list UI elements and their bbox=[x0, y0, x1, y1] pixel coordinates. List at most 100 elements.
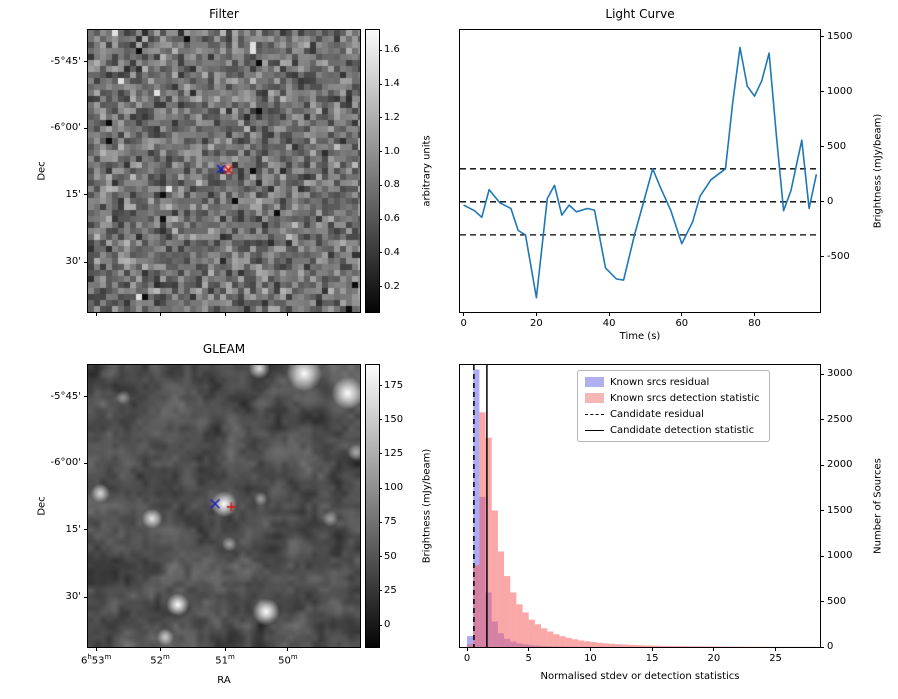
filter-ytick-label: -6°00' bbox=[50, 122, 81, 134]
filter-colorbar-tick: 0.4 bbox=[384, 246, 400, 258]
histogram-ytick-label: 1000 bbox=[827, 550, 853, 562]
tick-mark bbox=[95, 647, 97, 651]
tick-mark bbox=[820, 36, 824, 38]
gleam-ytick-label: -5°45' bbox=[50, 390, 81, 402]
gleam-xlabel: RA bbox=[217, 675, 231, 686]
lightcurve-xtick-label: 80 bbox=[748, 318, 761, 329]
tick-mark bbox=[379, 419, 382, 421]
filter-ytick-label: 30' bbox=[65, 256, 81, 268]
histogram-ytick-label: 2500 bbox=[827, 413, 853, 425]
gleam-colorbar-tick: 0 bbox=[384, 619, 391, 631]
tick-mark bbox=[159, 647, 161, 651]
gleam-xtick-label: 50m bbox=[278, 653, 298, 667]
gleam-colorbar-tick: 75 bbox=[384, 516, 397, 528]
filter-ylabel: Dec bbox=[36, 161, 48, 181]
histogram-xtick-label: 20 bbox=[707, 653, 721, 664]
gleam-xtick-label: 52m bbox=[150, 653, 170, 667]
histogram-xtick-label: 0 bbox=[463, 653, 471, 664]
legend-label-candidate-detection: Candidate detection statistic bbox=[610, 424, 755, 436]
histogram-xtick-label: 5 bbox=[525, 653, 532, 664]
filter-colorbar-tick: 0.2 bbox=[384, 280, 400, 292]
tick-mark bbox=[379, 83, 382, 85]
histogram-ylabel: Number of Sources bbox=[872, 458, 884, 554]
legend-line-candidate-detection bbox=[585, 429, 604, 431]
tick-mark bbox=[820, 510, 824, 512]
legend-row-candidate-detection: Candidate detection statistic bbox=[585, 423, 759, 437]
legend-swatch-known-detection bbox=[585, 393, 604, 403]
histogram-ytick-label: 3000 bbox=[827, 368, 853, 380]
lightcurve-plot-frame bbox=[459, 29, 821, 313]
tick-mark bbox=[820, 464, 824, 466]
tick-mark bbox=[287, 647, 289, 651]
tick-mark bbox=[820, 555, 824, 557]
gleam-colorbar-tick: 175 bbox=[384, 379, 404, 391]
filter-ytick-label: -5°45' bbox=[50, 55, 81, 67]
histogram-ytick-label: 500 bbox=[827, 595, 847, 607]
legend-label-known-detection: Known srcs detection statistic bbox=[610, 392, 760, 404]
tick-mark bbox=[379, 151, 382, 153]
lightcurve-ytick-label: 500 bbox=[827, 140, 847, 152]
gleam-xtick-label: 51m bbox=[215, 653, 235, 667]
lightcurve-ytick-label: 0 bbox=[827, 195, 834, 207]
tick-mark bbox=[681, 312, 683, 316]
filter-colorbar-tick: 0.6 bbox=[384, 213, 400, 225]
tick-mark bbox=[84, 396, 88, 398]
lightcurve-xtick-label: 20 bbox=[529, 318, 543, 329]
histogram-ytick-label: 1500 bbox=[827, 504, 853, 516]
gleam-colorbar-tick: 25 bbox=[384, 584, 397, 596]
tick-mark bbox=[463, 312, 465, 316]
gleam-xtick-label: 6h53m bbox=[80, 653, 112, 667]
tick-mark bbox=[379, 453, 382, 455]
histogram-ytick-label: 0 bbox=[827, 641, 834, 652]
tick-mark bbox=[589, 647, 591, 651]
histogram-xtick-label: 10 bbox=[584, 653, 597, 664]
tick-mark bbox=[820, 146, 824, 148]
tick-mark bbox=[820, 201, 824, 203]
tick-mark bbox=[608, 312, 610, 316]
tick-mark bbox=[84, 61, 88, 63]
tick-mark bbox=[379, 590, 382, 592]
lightcurve-title: Light Curve bbox=[605, 7, 675, 21]
gleam-ytick-label: 15' bbox=[65, 523, 81, 535]
legend-row-known-residual: Known srcs residual bbox=[585, 375, 759, 389]
histogram-legend: Known srcs residual Known srcs detection… bbox=[577, 370, 771, 442]
legend-swatch-known-residual bbox=[585, 377, 604, 387]
tick-mark bbox=[84, 194, 88, 196]
tick-mark bbox=[224, 312, 226, 316]
histogram-xlabel: Normalised stdev or detection statistics bbox=[540, 671, 740, 682]
tick-mark bbox=[379, 286, 382, 288]
tick-mark bbox=[287, 312, 289, 316]
tick-mark bbox=[820, 646, 824, 648]
tick-mark bbox=[820, 601, 824, 603]
histogram-ytick-label: 2000 bbox=[827, 459, 853, 471]
tick-mark bbox=[528, 647, 530, 651]
tick-mark bbox=[379, 487, 382, 489]
filter-plot-frame bbox=[87, 29, 361, 313]
gleam-title: GLEAM bbox=[202, 342, 246, 356]
gleam-plot-frame bbox=[87, 364, 361, 648]
lightcurve-xtick-label: 0 bbox=[460, 318, 467, 329]
tick-mark bbox=[820, 256, 824, 258]
filter-colorbar-tick: 0.8 bbox=[384, 179, 400, 191]
tick-mark bbox=[535, 312, 537, 316]
tick-mark bbox=[84, 596, 88, 598]
tick-mark bbox=[379, 49, 382, 51]
filter-colorbar-tick: 1.0 bbox=[384, 145, 400, 157]
tick-mark bbox=[820, 419, 824, 421]
legend-line-candidate-residual bbox=[585, 413, 604, 415]
tick-mark bbox=[159, 312, 161, 316]
histogram-xtick-label: 25 bbox=[769, 653, 782, 664]
filter-colorbar-tick: 1.4 bbox=[384, 78, 400, 90]
gleam-colorbar-tick: 150 bbox=[384, 413, 404, 425]
tick-mark bbox=[466, 647, 468, 651]
filter-colorbar-tick: 1.2 bbox=[384, 111, 400, 123]
tick-mark bbox=[775, 647, 777, 651]
tick-mark bbox=[379, 117, 382, 119]
filter-ytick-label: 15' bbox=[65, 188, 81, 200]
tick-mark bbox=[379, 218, 382, 220]
tick-mark bbox=[820, 373, 824, 375]
lightcurve-xtick-label: 60 bbox=[675, 318, 689, 329]
gleam-colorbar-tick: 50 bbox=[384, 550, 397, 562]
tick-mark bbox=[84, 261, 88, 263]
legend-row-known-detection: Known srcs detection statistic bbox=[585, 391, 759, 405]
